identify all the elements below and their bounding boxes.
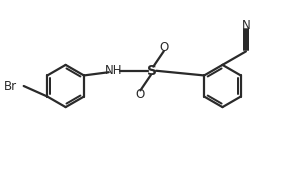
Text: NH: NH bbox=[105, 64, 123, 77]
Text: N: N bbox=[242, 19, 250, 31]
Text: Br: Br bbox=[4, 79, 17, 93]
Text: O: O bbox=[159, 41, 168, 54]
Text: S: S bbox=[147, 64, 157, 78]
Text: O: O bbox=[136, 88, 145, 101]
